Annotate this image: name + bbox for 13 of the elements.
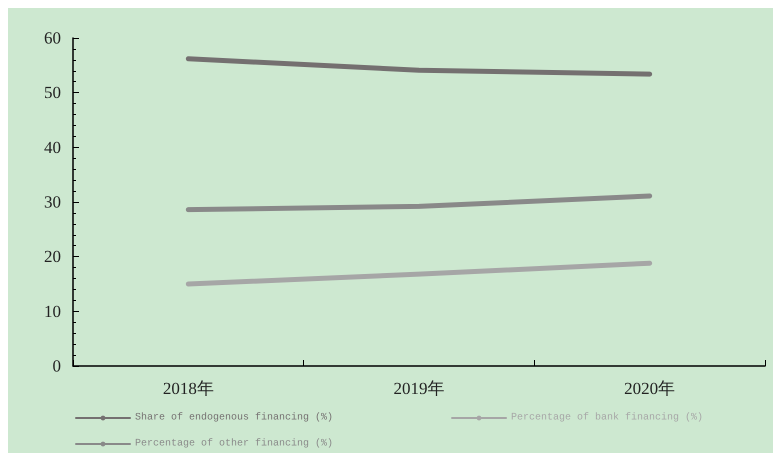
y-tick-label: 40 xyxy=(44,138,61,157)
y-tick-label: 10 xyxy=(44,302,61,321)
text: Percentage of other financing (%) xyxy=(135,438,334,450)
x-tick-label: 2020年 xyxy=(624,379,676,398)
y-tick-label: 0 xyxy=(52,356,61,376)
y-tick-label: 30 xyxy=(44,192,61,212)
y-tick-label: 50 xyxy=(44,83,61,102)
y-tick-label: 20 xyxy=(44,247,61,266)
text: Share of endogenous financing (%) xyxy=(135,412,334,424)
x-tick-label: 2018年 xyxy=(162,379,214,398)
y-tick-label: 60 xyxy=(44,28,61,48)
x-tick-label: 2019年 xyxy=(394,379,444,398)
text: Percentage of bank financing (%) xyxy=(511,412,704,424)
